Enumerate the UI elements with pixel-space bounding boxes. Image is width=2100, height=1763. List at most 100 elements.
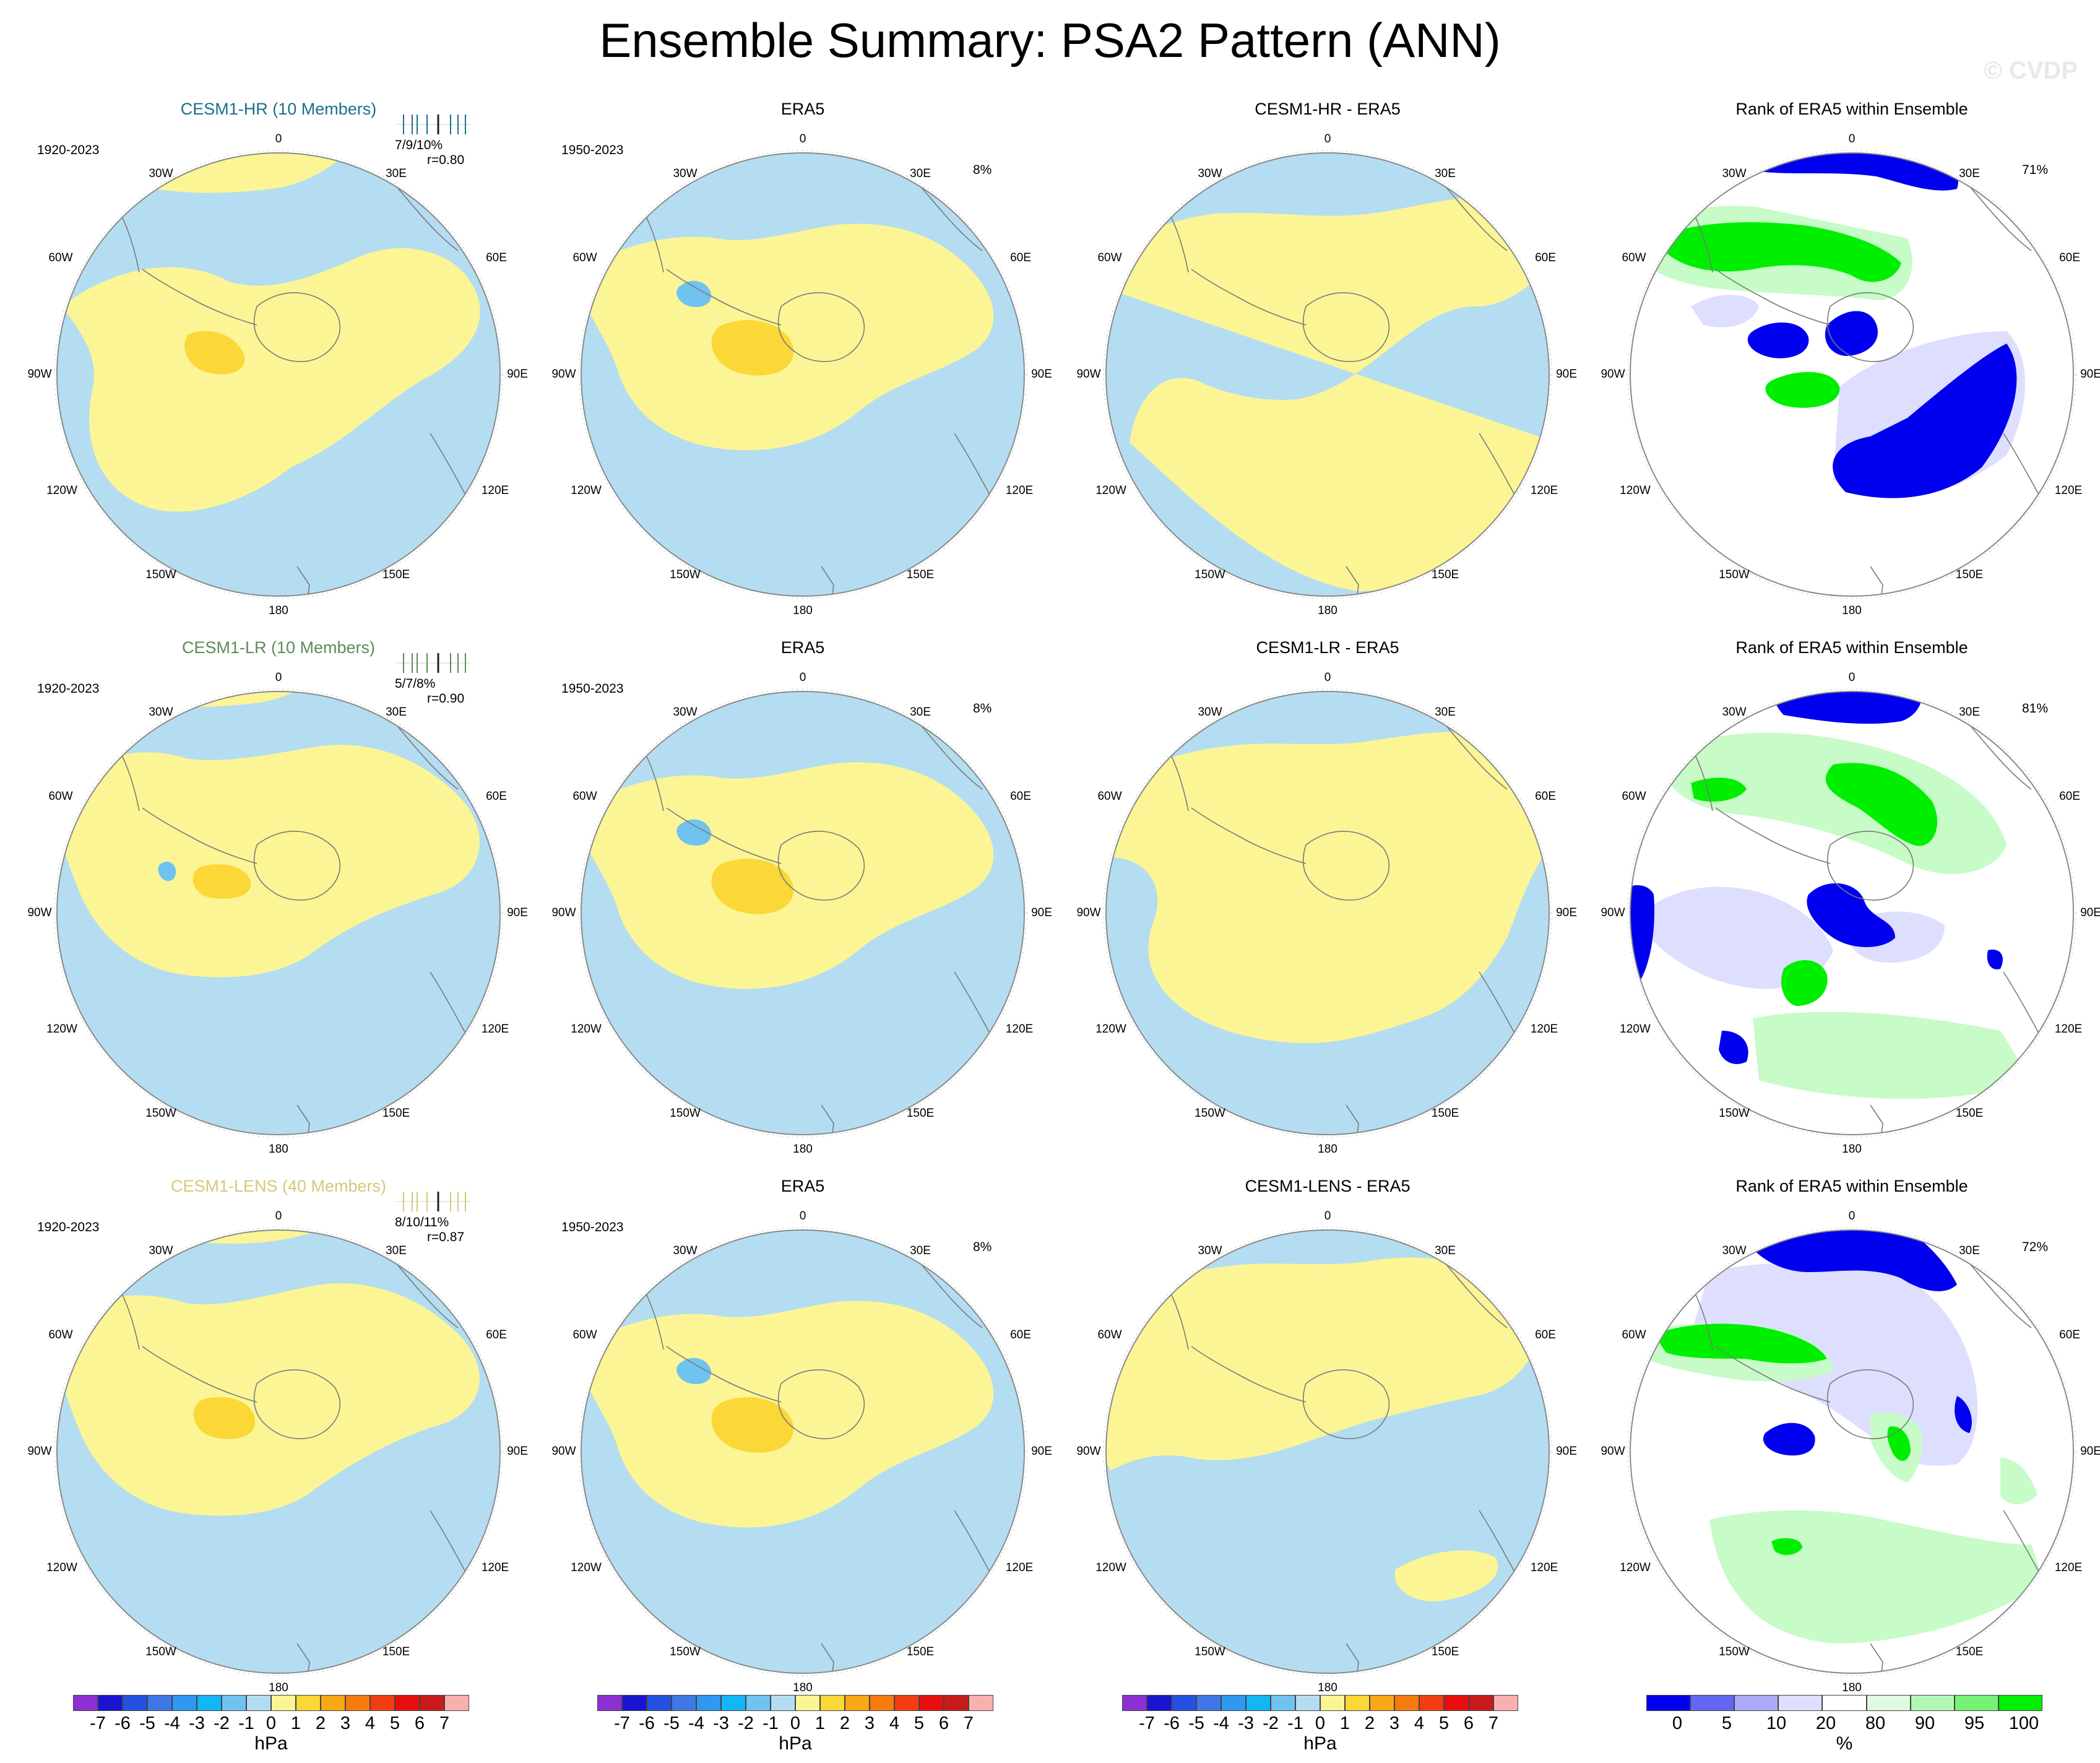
- lon-label-l120: 120W: [1620, 484, 1651, 497]
- colorbar-swatch: [820, 1695, 845, 1711]
- period-label: 1950-2023: [561, 143, 624, 157]
- lon-label-r120: 120E: [1530, 1561, 1558, 1574]
- colorbar-tick-label: -5: [139, 1713, 155, 1733]
- lon-label-bottom: 180: [1318, 1681, 1337, 1694]
- lon-label-l90: 90W: [27, 906, 52, 919]
- strong-positive-region: [711, 320, 794, 376]
- rank-lowest-region: [1719, 1031, 1748, 1064]
- colorbar-tick-label: -5: [1188, 1713, 1204, 1733]
- map-outline: [1105, 152, 1550, 597]
- colorbar-swatch: [1419, 1695, 1444, 1711]
- colorbar-swatch: [1778, 1695, 1823, 1711]
- panel-title: Rank of ERA5 within Ensemble: [1735, 638, 1968, 657]
- panel-title: Rank of ERA5 within Ensemble: [1735, 1177, 1968, 1195]
- lon-label-l30: 30W: [1722, 167, 1747, 180]
- lon-label-l30: 30W: [673, 706, 698, 719]
- panel-title: ERA5: [780, 100, 825, 118]
- map-outline: [1630, 1229, 2074, 1674]
- colorbar-tick-label: 4: [1414, 1713, 1425, 1733]
- lon-label-r120: 120E: [2054, 484, 2083, 497]
- rank-lowest-region: [1987, 950, 2003, 969]
- lon-label-bottom: 180: [269, 1681, 288, 1694]
- lon-label-bottom: 180: [793, 1143, 813, 1156]
- lon-label-l150: 150W: [1195, 568, 1225, 581]
- lon-label-r150: 150E: [382, 1645, 410, 1658]
- lon-label-bottom: 180: [1842, 1681, 1862, 1694]
- lon-label-l90: 90W: [1076, 368, 1101, 381]
- lon-label-r150: 150E: [1955, 568, 1984, 581]
- colorbar-unit-label: hPa: [1303, 1733, 1337, 1754]
- lon-label-r90: 90E: [1031, 368, 1052, 381]
- explained-variance: 72%: [2022, 1240, 2049, 1254]
- colorbar-tick-label: -6: [639, 1713, 655, 1733]
- lon-label-l150: 150W: [670, 568, 701, 581]
- lon-label-r120: 120E: [1530, 1023, 1558, 1036]
- colorbar-swatch: [172, 1695, 197, 1711]
- map-field: [1106, 153, 1549, 596]
- lon-label-top: 0: [1848, 1210, 1856, 1223]
- rank-low-region: [1691, 295, 1759, 327]
- panel-title: CESM1-LENS - ERA5: [1245, 1177, 1411, 1195]
- map-field: [57, 1230, 500, 1673]
- page-title: Ensemble Summary: PSA2 Pattern (ANN): [599, 13, 1501, 67]
- colorbar-swatch: [1172, 1695, 1196, 1711]
- colorbar-swatch: [1122, 1695, 1147, 1711]
- lon-label-r30: 30E: [910, 1244, 931, 1257]
- lon-label-top: 0: [1848, 132, 1856, 145]
- lon-label-l120: 120W: [1095, 1561, 1126, 1574]
- colorbar-swatch: [1444, 1695, 1469, 1711]
- lon-label-l30: 30W: [149, 167, 173, 180]
- lon-label-r30: 30E: [910, 706, 931, 719]
- variance-percentages: 8/10/11%: [395, 1215, 449, 1229]
- lon-label-top: 0: [275, 671, 282, 684]
- lon-label-r90: 90E: [1031, 1445, 1052, 1458]
- colorbar-unit-label: hPa: [254, 1733, 288, 1754]
- pattern-correlation: r=0.87: [427, 1230, 465, 1244]
- lon-label-l150: 150W: [1719, 1107, 1750, 1120]
- lon-label-r120: 120E: [481, 1023, 509, 1036]
- colorbar-tick-label: 7: [439, 1713, 450, 1733]
- lon-label-l90: 90W: [27, 1445, 52, 1458]
- strong-negative-region: [158, 861, 176, 882]
- lon-label-top: 0: [1324, 132, 1331, 145]
- map-boundary-ring: [1103, 150, 1552, 599]
- positive-region: [62, 248, 480, 512]
- lon-label-l150: 150W: [145, 1645, 176, 1658]
- lon-label-r90: 90E: [1031, 906, 1052, 919]
- map-boundary-ring: [1627, 688, 2076, 1138]
- lon-label-top: 0: [1848, 671, 1856, 684]
- lon-label-r60: 60E: [1535, 251, 1556, 264]
- lon-label-l150: 150W: [670, 1645, 701, 1658]
- colorbar-tick-label: -1: [763, 1713, 779, 1733]
- colorbar-swatch: [1221, 1695, 1246, 1711]
- map-outline: [581, 691, 1025, 1135]
- lon-label-r90: 90E: [2080, 906, 2100, 919]
- lon-label-r60: 60E: [1010, 251, 1031, 264]
- rank-highest-region: [1691, 778, 1747, 802]
- lon-label-top: 0: [799, 671, 806, 684]
- lon-label-r30: 30E: [1435, 1244, 1456, 1257]
- strong-negative-region: [676, 280, 712, 307]
- lon-label-l30: 30W: [149, 1244, 173, 1257]
- colorbar-swatch: [123, 1695, 147, 1711]
- lon-label-r150: 150E: [1955, 1107, 1984, 1120]
- panel-title: ERA5: [780, 638, 825, 657]
- lon-label-r60: 60E: [486, 790, 507, 803]
- colorbar-swatch: [647, 1695, 672, 1711]
- lon-label-r90: 90E: [1556, 906, 1577, 919]
- rank-lowest-region: [1753, 153, 1958, 191]
- lon-label-r60: 60E: [486, 1328, 507, 1341]
- lon-label-r30: 30E: [1959, 706, 1980, 719]
- colorbar-swatch: [1954, 1695, 1998, 1711]
- lon-label-r120: 120E: [481, 484, 509, 497]
- colorbar-swatch: [1493, 1695, 1518, 1711]
- colorbar-swatch: [395, 1695, 420, 1711]
- colorbar-tick-label: -3: [1238, 1713, 1254, 1733]
- panel-rank-1: Rank of ERA5 within Ensemble 71% 0 180 30W 30…: [1598, 96, 2100, 653]
- panel-title: CESM1-HR - ERA5: [1255, 100, 1401, 118]
- colorbar-swatch: [1370, 1695, 1394, 1711]
- colorbar-tick-label: 6: [1463, 1713, 1474, 1733]
- polar-map: [54, 115, 503, 599]
- rank-lowest-region: [1747, 323, 1809, 358]
- colorbar-swatch: [1295, 1695, 1320, 1711]
